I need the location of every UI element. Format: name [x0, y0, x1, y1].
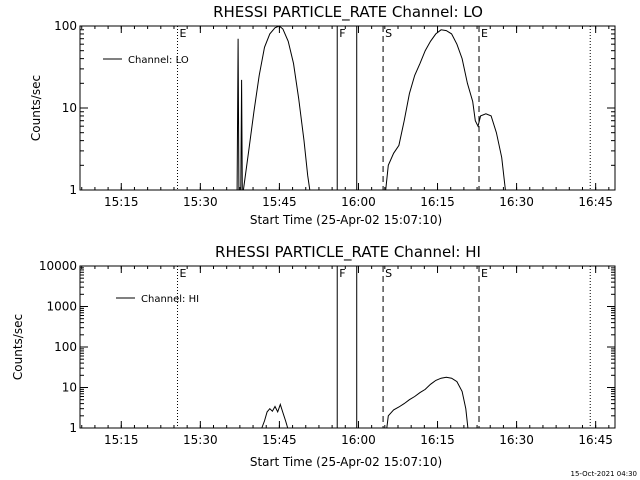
- data-series: [236, 25, 506, 191]
- marker-label: E: [180, 27, 187, 40]
- y-axis-label: Counts/sec: [11, 314, 25, 380]
- legend: Channel: HI: [116, 294, 199, 305]
- axis-ticks: 15:15 15:30 15:45 16:00 16:15 16:30 16:45 1 10 10…: [54, 19, 615, 209]
- y-tick-label: 1: [69, 421, 77, 435]
- legend: Channel: LO: [103, 55, 189, 66]
- y-tick-label: 10000: [39, 259, 77, 273]
- marker-label: F: [339, 267, 345, 280]
- marker-label: E: [481, 267, 488, 280]
- y-tick-label: 1000: [46, 300, 77, 314]
- footer-timestamp: 15-Oct-2021 04:30: [571, 470, 637, 478]
- data-series: [261, 376, 469, 429]
- plot-frame: [79, 265, 616, 429]
- x-tick-label: 16:45: [578, 433, 613, 447]
- y-tick-label: 10: [62, 101, 77, 115]
- marker-label: S: [385, 27, 392, 40]
- marker-label: E: [481, 27, 488, 40]
- x-tick-label: 16:15: [420, 195, 455, 209]
- x-tick-label: 15:30: [183, 195, 218, 209]
- x-tick-label: 15:15: [104, 433, 139, 447]
- marker-label: E: [180, 267, 187, 280]
- x-tick-label: 16:15: [420, 433, 455, 447]
- plot-frame: [79, 25, 616, 191]
- legend-entry: Channel: HI: [141, 294, 199, 305]
- x-tick-label: 16:00: [341, 433, 376, 447]
- y-tick-label: 100: [54, 19, 77, 33]
- x-tick-label: 16:30: [499, 195, 534, 209]
- y-axis-label: Counts/sec: [29, 75, 43, 141]
- x-axis-label: Start Time (25-Apr-02 15:07:10): [250, 213, 442, 227]
- x-tick-label: 16:00: [341, 195, 376, 209]
- y-tick-label: 10: [62, 381, 77, 395]
- x-tick-label: 15:45: [262, 433, 297, 447]
- marker-label: S: [385, 267, 392, 280]
- x-tick-label: 16:30: [499, 433, 534, 447]
- x-tick-label: 15:30: [183, 433, 218, 447]
- chart-panel-hi: RHESSI PARTICLE_RATE Channel: HI E F S E 15…: [11, 243, 616, 469]
- x-tick-label: 15:15: [104, 195, 139, 209]
- y-tick-label: 100: [54, 340, 77, 354]
- chart-panel-lo: RHESSI PARTICLE_RATE Channel: LO E F S E 15…: [29, 3, 616, 227]
- x-axis-label: Start Time (25-Apr-02 15:07:10): [250, 455, 442, 469]
- y-tick-label: 1: [69, 183, 77, 197]
- chart-title: RHESSI PARTICLE_RATE Channel: LO: [213, 3, 483, 22]
- axis-ticks: 15:15 15:30 15:45 16:00 16:15 16:30 16:45 1 10 10…: [39, 259, 615, 447]
- x-tick-label: 16:45: [578, 195, 613, 209]
- legend-entry: Channel: LO: [128, 55, 189, 66]
- x-tick-label: 15:45: [262, 195, 297, 209]
- chart-title: RHESSI PARTICLE_RATE Channel: HI: [215, 243, 481, 262]
- marker-label: F: [339, 27, 345, 40]
